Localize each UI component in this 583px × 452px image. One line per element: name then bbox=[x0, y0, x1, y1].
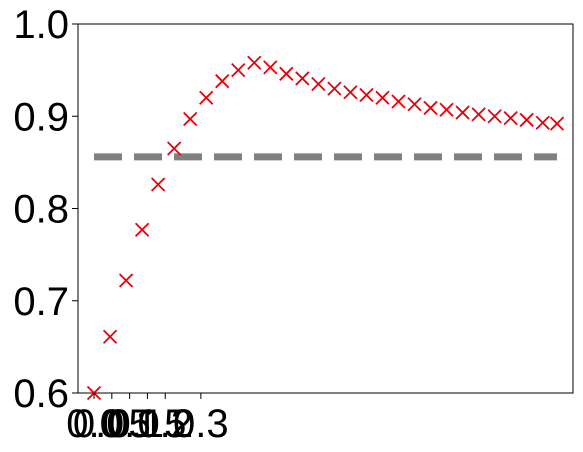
x-tick-label: 0.2 bbox=[137, 402, 193, 446]
data-point bbox=[343, 85, 358, 100]
data-point bbox=[535, 115, 550, 130]
data-point bbox=[423, 100, 438, 116]
data-point bbox=[167, 141, 182, 156]
y-tick-label: 1.0 bbox=[13, 3, 69, 47]
data-point bbox=[503, 110, 518, 126]
data-point bbox=[199, 90, 214, 105]
data-point bbox=[487, 109, 502, 124]
y-tick-label: 0.8 bbox=[13, 188, 69, 232]
data-point bbox=[549, 116, 565, 131]
data-point bbox=[455, 105, 470, 120]
data-point bbox=[247, 55, 262, 70]
data-point bbox=[102, 329, 118, 344]
plot-area bbox=[77, 23, 574, 394]
x-tick-label: 0.05 bbox=[73, 402, 151, 446]
data-point bbox=[311, 76, 326, 92]
y-tick-label: 0.9 bbox=[13, 95, 69, 139]
data-point bbox=[215, 74, 230, 89]
data-point bbox=[375, 90, 390, 105]
data-point bbox=[150, 177, 166, 192]
x-tick-label: 0.1 bbox=[102, 402, 158, 446]
data-point bbox=[327, 81, 342, 96]
data-point bbox=[471, 107, 486, 122]
y-tick-label: 0.6 bbox=[13, 372, 69, 416]
data-point bbox=[519, 112, 534, 128]
data-point bbox=[134, 222, 150, 237]
data-point bbox=[295, 71, 310, 86]
data-point bbox=[279, 66, 294, 81]
x-tick-label: 0.3 bbox=[173, 402, 229, 446]
data-point bbox=[263, 60, 278, 75]
data-point bbox=[359, 87, 374, 103]
data-point bbox=[391, 94, 406, 109]
data-point bbox=[231, 62, 246, 78]
data-point bbox=[118, 273, 134, 288]
data-point bbox=[183, 111, 198, 127]
data-point bbox=[439, 102, 454, 117]
y-tick-label: 0.7 bbox=[13, 280, 69, 324]
x-tick-label: 0.0 bbox=[66, 402, 122, 446]
data-point bbox=[407, 97, 422, 112]
x-tick-label: 0.15 bbox=[109, 402, 187, 446]
